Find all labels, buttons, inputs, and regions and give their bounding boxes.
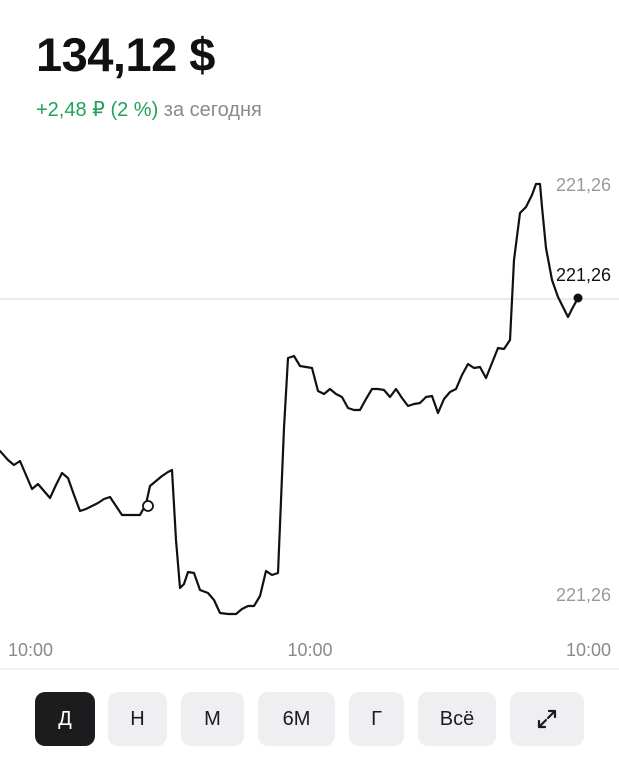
timeframe-day-button[interactable]: Д (35, 692, 95, 746)
price-chart[interactable]: 221,26 221,26 221,26 10:00 10:00 10:00 (0, 140, 619, 670)
expand-icon (537, 709, 557, 729)
timeframe-month-button[interactable]: М (181, 692, 244, 746)
y-tick-label-bottom: 221,26 (556, 585, 611, 605)
last-value-label: 221,26 (556, 265, 611, 285)
timeframe-year-button[interactable]: Г (349, 692, 404, 746)
y-tick-label-top: 221,26 (556, 175, 611, 195)
start-marker (142, 500, 154, 512)
change-period: за сегодня (163, 99, 262, 121)
x-tick-label-right: 10:00 (566, 640, 611, 660)
x-tick-label-left: 10:00 (8, 640, 53, 660)
timeframe-week-button[interactable]: Н (108, 692, 167, 746)
timeframe-selector: Д Н М 6М Г Всё (0, 692, 619, 748)
x-tick-label-center: 10:00 (287, 640, 332, 660)
change-delta: +2,48 ₽ (2 %) (36, 99, 159, 121)
timeframe-6m-button[interactable]: 6М (258, 692, 335, 746)
price-value: 134,12 $ (36, 28, 215, 81)
price-line (0, 182, 580, 616)
end-marker (573, 293, 583, 303)
expand-chart-button[interactable] (510, 692, 584, 746)
price-change: +2,48 ₽ (2 %) за сегодня (36, 98, 262, 122)
timeframe-all-button[interactable]: Всё (418, 692, 496, 746)
